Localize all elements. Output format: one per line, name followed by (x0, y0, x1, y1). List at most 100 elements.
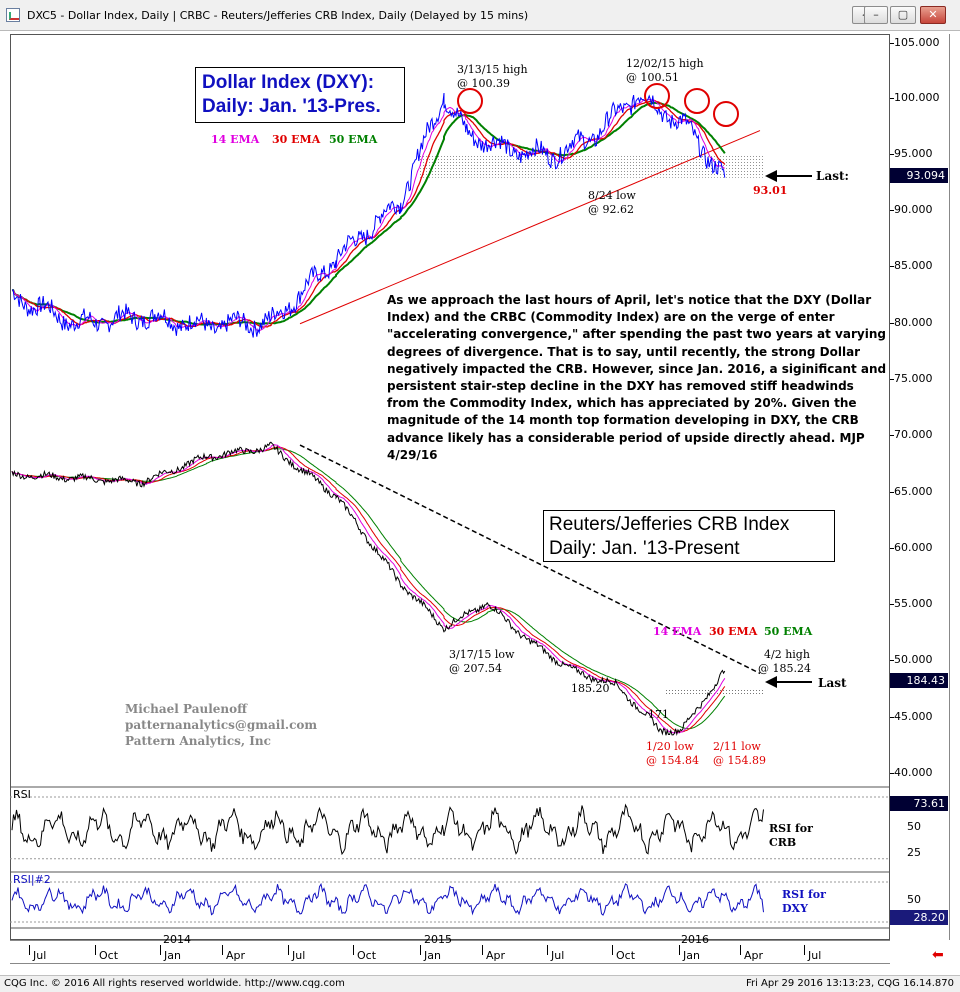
price-axis-tick (890, 773, 894, 774)
rsi-crb-label: RSI (13, 788, 31, 801)
dxy-legend-ema30: 30 EMA (272, 133, 321, 146)
app-icon (6, 8, 20, 22)
crb-low2-value: @ 154.84 (646, 754, 699, 767)
dxy-high1-value: @ 100.39 (457, 77, 510, 90)
price-axis-tick (890, 210, 894, 211)
time-axis-month-label: Apr (486, 949, 506, 962)
dxy-top-circle (644, 83, 670, 109)
time-axis-tick (740, 945, 741, 955)
rsi-dxy-caption-l1: RSI for (782, 888, 826, 901)
dxy-top-circle (684, 88, 710, 114)
crb-legend-ema50: 50 EMA (764, 625, 813, 638)
crb-last-arrow-icon (765, 676, 777, 688)
time-axis-month-label: Jan (683, 949, 700, 962)
price-axis-tick-label: 65.000 (894, 485, 933, 498)
dxy-top-circle (713, 101, 739, 127)
time-axis-month-label: Jan (164, 949, 181, 962)
dxy-top-circle (457, 88, 483, 114)
rsi-dxy-caption-l2: DXY (782, 902, 808, 915)
dxy-trendline (299, 130, 761, 325)
crb-ema30-line (11, 446, 726, 733)
price-axis[interactable] (890, 34, 950, 940)
rsi-dxy-level-50: 50 (907, 893, 921, 906)
price-axis-tick-label: 95.000 (894, 147, 933, 160)
price-axis-tick-label: 45.000 (894, 710, 933, 723)
time-axis-tick (547, 945, 548, 955)
time-axis-month-label: Oct (616, 949, 636, 962)
rsi-crb-level-25: 25 (907, 846, 921, 859)
price-axis-tick-label: 75.000 (894, 372, 933, 385)
dxy-last-label: Last: (816, 169, 849, 183)
time-axis-tick (160, 945, 161, 955)
rsi-crb-level-50: 50 (907, 820, 921, 833)
minimize-button[interactable]: – (864, 6, 888, 24)
time-axis-month-label: Oct (357, 949, 377, 962)
dxy-title-line2: Daily: Jan. '13-Pres. (202, 96, 381, 117)
time-axis-tick (29, 945, 30, 955)
price-axis-tick (890, 266, 894, 267)
rsi-dxy-last-value: 28.20 (890, 910, 948, 925)
status-timestamp: Fri Apr 29 2016 13:13:23, CQG 16.14.870 (745, 978, 954, 989)
price-axis-tick (890, 492, 894, 493)
author-company: Pattern Analytics, Inc (125, 734, 271, 748)
status-copyright: CQG Inc. © 2016 All rights reserved worl… (4, 978, 345, 989)
rsi-dxy-line (11, 882, 764, 916)
time-axis-month-label: Jul (33, 949, 47, 962)
crb-legend-ema30: 30 EMA (709, 625, 758, 638)
price-axis-tick (890, 379, 894, 380)
time-axis[interactable] (10, 940, 890, 964)
crb-title-line1: Reuters/Jefferies CRB Index (549, 514, 790, 535)
dxy-low-value: @ 92.62 (588, 203, 634, 216)
rsi-dxy-label: RSI|#2 (13, 873, 51, 886)
crb-low2-label: 1/20 low (646, 740, 694, 753)
time-axis-month-label: Jul (551, 949, 565, 962)
price-axis-tick (890, 660, 894, 661)
dxy-last-arrow-icon (765, 170, 777, 182)
close-button[interactable]: ✕ (920, 6, 946, 24)
dxy-last-annotation: 93.01 (753, 184, 788, 197)
price-axis-tick (890, 43, 894, 44)
crb-low1-value: @ 207.54 (449, 662, 502, 675)
price-axis-tick-label: 90.000 (894, 203, 933, 216)
dxy-legend-ema14: 14 EMA (211, 133, 260, 146)
author-email: patternanalytics@gmail.com (125, 718, 318, 732)
dxy-high2-value: @ 100.51 (626, 71, 679, 84)
dxy-price-line (11, 92, 726, 338)
price-axis-tick (890, 435, 894, 436)
price-axis-tick (890, 548, 894, 549)
dxy-title-box: Dollar Index (DXY): Daily: Jan. '13-Pres… (195, 67, 405, 123)
window-titlebar: DXC5 - Dollar Index, Daily | CRBC - Reut… (0, 0, 960, 31)
crb-high-value: @ 185.24 (758, 662, 811, 675)
price-axis-tick-label: 60.000 (894, 541, 933, 554)
price-axis-tick-label: 100.000 (894, 91, 940, 104)
crb-mid-low: 185.20 (571, 682, 610, 695)
time-axis-year-label: 2014 (163, 933, 191, 946)
time-axis-year-label: 2016 (681, 933, 709, 946)
window-title: DXC5 - Dollar Index, Daily | CRBC - Reut… (27, 9, 529, 22)
price-axis-tick-label: 85.000 (894, 259, 933, 272)
price-axis-tick (890, 323, 894, 324)
price-axis-tick-label: 55.000 (894, 597, 933, 610)
time-axis-month-label: Oct (99, 949, 119, 962)
scroll-left-arrow-icon[interactable]: ⬅ (932, 947, 944, 963)
rsi-crb-line (11, 803, 764, 856)
dxy-last-value: 93.094 (890, 168, 948, 183)
author-signature: Michael Paulenoff patternanalytics@gmail… (125, 701, 317, 749)
price-axis-tick-label: 40.000 (894, 766, 933, 779)
time-axis-tick (679, 945, 680, 955)
crb-dashed-trendline (299, 444, 761, 675)
crb-last-value: 184.43 (890, 673, 948, 688)
dxy-title-line1: Dollar Index (DXY): (202, 72, 375, 93)
maximize-button[interactable]: ▢ (890, 6, 916, 24)
time-axis-tick (222, 945, 223, 955)
rsi-crb-caption-l1: RSI for (769, 822, 813, 835)
dxy-low-label: 8/24 low (588, 189, 636, 202)
crb-title-box: Reuters/Jefferies CRB Index Daily: Jan. … (543, 510, 835, 562)
price-axis-tick (890, 604, 894, 605)
crb-low1-label: 3/17/15 low (449, 648, 515, 661)
rsi-crb-caption-l2: CRB (769, 836, 797, 849)
crb-price-line (11, 441, 726, 736)
time-axis-tick (804, 945, 805, 955)
price-axis-tick-label: 50.000 (894, 653, 933, 666)
